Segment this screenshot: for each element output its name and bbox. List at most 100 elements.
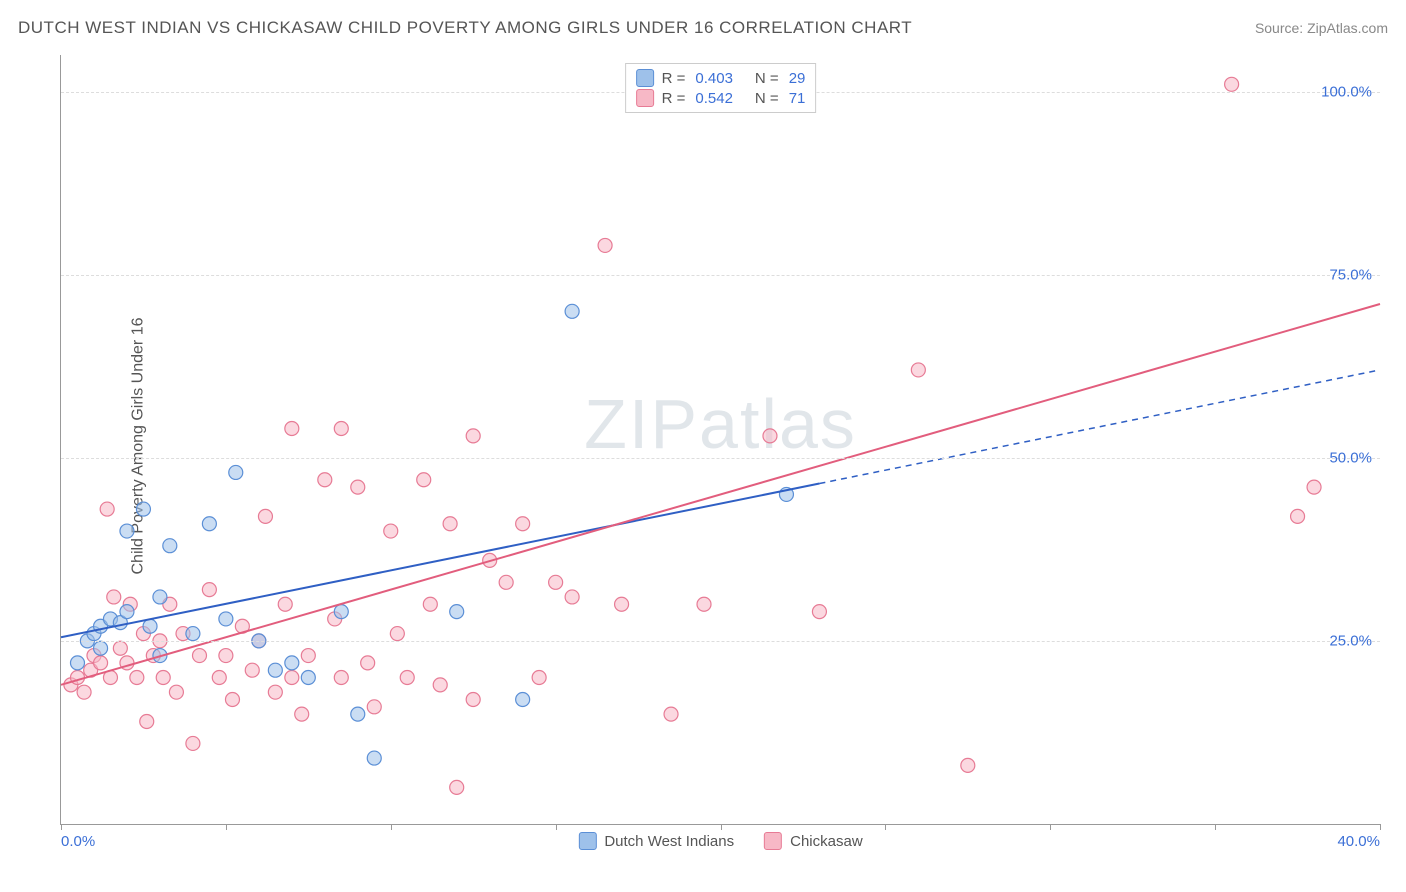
n-value: 29 — [789, 70, 806, 87]
scatter-point — [120, 605, 134, 619]
scatter-point — [100, 502, 114, 516]
scatter-point — [212, 671, 226, 685]
scatter-point — [334, 422, 348, 436]
series-name: Dutch West Indians — [604, 833, 734, 850]
scatter-point — [390, 627, 404, 641]
scatter-point — [450, 605, 464, 619]
scatter-point — [334, 605, 348, 619]
x-tick-mark — [721, 824, 722, 830]
chart-title: DUTCH WEST INDIAN VS CHICKASAW CHILD POV… — [18, 18, 912, 38]
scatter-point — [268, 685, 282, 699]
trend-line-extrapolated — [819, 370, 1380, 484]
scatter-point — [565, 304, 579, 318]
series-name: Chickasaw — [790, 833, 863, 850]
scatter-point — [334, 671, 348, 685]
scatter-point — [245, 663, 259, 677]
scatter-point — [186, 736, 200, 750]
scatter-point — [202, 583, 216, 597]
scatter-point — [301, 649, 315, 663]
scatter-point — [423, 597, 437, 611]
legend-swatch-icon — [636, 69, 654, 87]
scatter-point — [113, 641, 127, 655]
scatter-point — [219, 612, 233, 626]
scatter-point — [229, 465, 243, 479]
gridline — [61, 458, 1380, 459]
x-tick-mark — [556, 824, 557, 830]
plot-area: ZIPatlas R =0.403N =29R =0.542N =71 Dutc… — [60, 55, 1380, 825]
scatter-point — [516, 692, 530, 706]
series-legend-item: Dutch West Indians — [578, 832, 734, 850]
scatter-point — [156, 671, 170, 685]
scatter-point — [812, 605, 826, 619]
n-value: 71 — [789, 90, 806, 107]
scatter-point — [192, 649, 206, 663]
r-label: R = — [662, 90, 686, 107]
scatter-point — [301, 671, 315, 685]
scatter-point — [120, 524, 134, 538]
scatter-point — [351, 480, 365, 494]
scatter-point — [186, 627, 200, 641]
scatter-point — [94, 641, 108, 655]
y-tick-label: 25.0% — [1329, 632, 1372, 649]
scatter-point — [466, 692, 480, 706]
scatter-point — [219, 649, 233, 663]
gridline — [61, 275, 1380, 276]
y-tick-label: 50.0% — [1329, 449, 1372, 466]
scatter-svg — [61, 55, 1380, 824]
r-value: 0.403 — [695, 70, 733, 87]
correlation-legend-row: R =0.403N =29 — [636, 68, 806, 88]
scatter-point — [697, 597, 711, 611]
scatter-point — [1307, 480, 1321, 494]
scatter-point — [107, 590, 121, 604]
scatter-point — [278, 597, 292, 611]
scatter-point — [367, 751, 381, 765]
y-tick-label: 75.0% — [1329, 266, 1372, 283]
scatter-point — [400, 671, 414, 685]
scatter-point — [433, 678, 447, 692]
scatter-point — [598, 238, 612, 252]
scatter-point — [285, 671, 299, 685]
x-tick-mark — [61, 824, 62, 830]
scatter-point — [763, 429, 777, 443]
scatter-point — [70, 656, 84, 670]
scatter-point — [258, 509, 272, 523]
scatter-point — [499, 575, 513, 589]
legend-swatch-icon — [636, 89, 654, 107]
scatter-point — [911, 363, 925, 377]
scatter-point — [384, 524, 398, 538]
scatter-point — [417, 473, 431, 487]
scatter-point — [516, 517, 530, 531]
x-tick-label: 40.0% — [1337, 833, 1380, 850]
r-label: R = — [662, 70, 686, 87]
x-tick-mark — [226, 824, 227, 830]
r-value: 0.542 — [695, 90, 733, 107]
scatter-point — [77, 685, 91, 699]
scatter-point — [225, 692, 239, 706]
scatter-point — [361, 656, 375, 670]
scatter-point — [268, 663, 282, 677]
scatter-point — [169, 685, 183, 699]
scatter-point — [163, 539, 177, 553]
scatter-point — [367, 700, 381, 714]
scatter-point — [202, 517, 216, 531]
scatter-point — [961, 758, 975, 772]
scatter-point — [615, 597, 629, 611]
scatter-point — [94, 656, 108, 670]
x-tick-mark — [1215, 824, 1216, 830]
legend-swatch-icon — [578, 832, 596, 850]
correlation-legend-row: R = 0.542 N = 71 — [636, 88, 806, 108]
scatter-point — [130, 671, 144, 685]
trend-line — [61, 304, 1380, 685]
x-tick-label: 0.0% — [61, 833, 95, 850]
x-tick-mark — [391, 824, 392, 830]
series-legend-item: Chickasaw — [764, 832, 863, 850]
gridline — [61, 641, 1380, 642]
scatter-point — [351, 707, 365, 721]
scatter-point — [143, 619, 157, 633]
x-tick-mark — [885, 824, 886, 830]
scatter-point — [136, 502, 150, 516]
scatter-point — [532, 671, 546, 685]
source-attribution: Source: ZipAtlas.com — [1255, 20, 1388, 36]
n-label: N = — [755, 90, 779, 107]
scatter-point — [1225, 77, 1239, 91]
